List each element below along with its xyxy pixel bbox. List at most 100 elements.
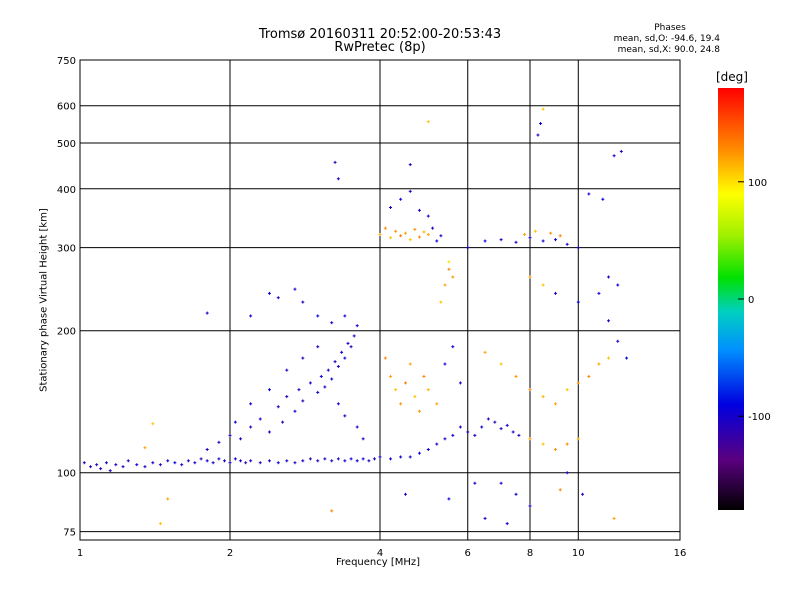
scatter-point — [443, 437, 447, 441]
scatter-point — [151, 422, 155, 426]
scatter-point — [558, 488, 562, 492]
scatter-point — [399, 455, 403, 459]
plot-grid — [80, 59, 680, 540]
scatter-point — [330, 321, 334, 325]
scatter-point — [587, 374, 591, 378]
scatter-point — [394, 229, 398, 233]
scatter-point — [576, 246, 580, 250]
scatter-point — [389, 457, 393, 461]
scatter-point — [439, 234, 443, 238]
chart-title: Tromsø 20160311 20:52:00-20:53:43 — [258, 27, 502, 42]
scatter-point — [308, 381, 312, 385]
y-tick-label: 300 — [57, 244, 76, 255]
scatter-point — [528, 437, 532, 441]
y-tick-label: 750 — [57, 56, 76, 67]
scatter-point — [616, 283, 620, 287]
scatter-point — [422, 374, 426, 378]
scatter-point — [539, 122, 543, 126]
scatter-point — [417, 208, 421, 212]
scatter-point — [323, 385, 327, 389]
scatter-point — [297, 388, 301, 392]
scatter-point — [451, 345, 455, 349]
scatter-point — [301, 300, 305, 304]
scatter-point — [199, 457, 203, 461]
scatter-point — [249, 459, 253, 463]
scatter-point — [612, 516, 616, 520]
scatter-point — [514, 240, 518, 244]
x-tick-label: 10 — [572, 548, 585, 559]
scatter-point — [349, 457, 353, 461]
scatter-point — [205, 447, 209, 451]
scatter-point — [258, 417, 262, 421]
scatter-point — [82, 461, 86, 465]
colorbar-tick-label: 0 — [748, 295, 754, 306]
scatter-point — [378, 232, 382, 236]
scatter-point — [541, 283, 545, 287]
scatter-point — [466, 246, 470, 250]
scatter-point — [417, 451, 421, 455]
scatter-point — [343, 414, 347, 418]
scatter-point — [121, 465, 125, 469]
phases-o-line: mean, sd,O: -94.6, 19.4 — [613, 34, 720, 44]
scatter-point — [151, 461, 155, 465]
scatter-point — [451, 433, 455, 437]
scatter-point — [180, 463, 184, 467]
x-tick-label: 8 — [527, 548, 533, 559]
scatter-point — [361, 457, 365, 461]
scatter-point — [95, 463, 99, 467]
scatter-point — [316, 314, 320, 318]
scatter-point — [143, 465, 147, 469]
scatter-point — [349, 345, 353, 349]
scatter-point — [426, 447, 430, 451]
scatter-point — [343, 459, 347, 463]
scatter-point — [443, 283, 447, 287]
scatter-point — [293, 461, 297, 465]
scatter-point — [536, 133, 540, 137]
y-tick-label: 100 — [57, 469, 76, 480]
colorbar-ticks: 100 0 -100 — [738, 178, 771, 423]
scatter-point — [228, 461, 232, 465]
scatter-point — [340, 350, 344, 354]
scatter-point — [293, 409, 297, 413]
scatter-point — [587, 192, 591, 196]
x-tick-label: 16 — [674, 548, 687, 559]
scatter-point — [166, 459, 170, 463]
scatter-point — [435, 402, 439, 406]
scatter-point — [173, 461, 177, 465]
scatter-point — [597, 362, 601, 366]
scatter-point — [505, 423, 509, 427]
scatter-point — [403, 492, 407, 496]
scatter-point — [413, 395, 417, 399]
scatter-point — [607, 319, 611, 323]
scatter-point — [399, 234, 403, 238]
scatter-point — [426, 232, 430, 236]
scatter-point — [158, 522, 162, 526]
scatter-point — [553, 238, 557, 242]
scatter-point — [399, 402, 403, 406]
scatter-point — [499, 481, 503, 485]
scatter-point — [565, 388, 569, 392]
scatter-point — [619, 149, 623, 153]
scatter-point — [108, 469, 112, 473]
scatter-point — [389, 206, 393, 210]
scatter-point — [408, 455, 412, 459]
scatter-point — [267, 430, 271, 434]
phases-x-line: mean, sd,X: 90.0, 24.8 — [617, 45, 720, 55]
scatter-point — [126, 459, 130, 463]
scatter-point — [383, 226, 387, 230]
scatter-point — [447, 267, 451, 271]
scatter-point — [276, 405, 280, 409]
scatter-point — [443, 362, 447, 366]
scatter-point — [483, 350, 487, 354]
scatter-point — [576, 437, 580, 441]
scatter-point — [319, 374, 323, 378]
scatter-point — [473, 433, 477, 437]
scatter-point — [514, 492, 518, 496]
scatter-point — [244, 461, 248, 465]
scatter-point — [565, 242, 569, 246]
scatter-point — [316, 345, 320, 349]
scatter-point — [333, 160, 337, 164]
x-axis-ticks: 1 2 4 6 8 10 16 — [77, 548, 687, 559]
scatter-point — [607, 356, 611, 360]
scatter-point — [447, 260, 451, 264]
